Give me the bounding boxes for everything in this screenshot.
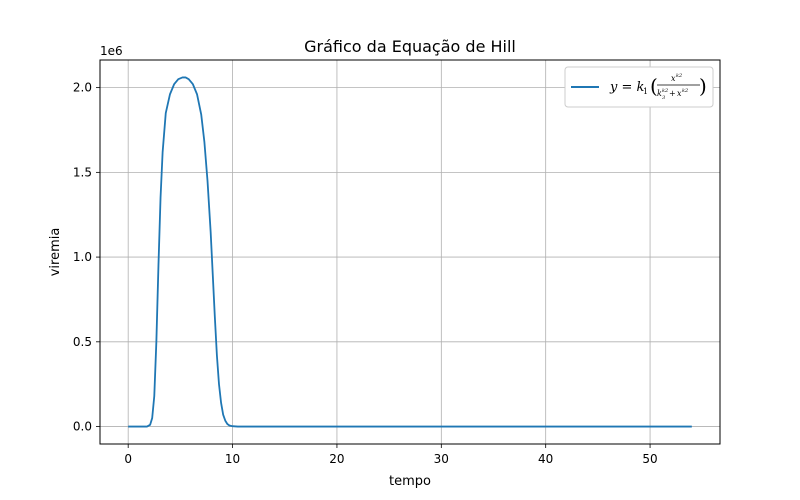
legend-label-sub1: 1 (643, 87, 648, 96)
x-tick-label: 0 (124, 452, 132, 466)
legend-label-paren-close: ) (699, 74, 707, 98)
legend-label-denominator-xexp: k2 (682, 88, 688, 94)
legend-label-numerator-exp: k2 (676, 73, 682, 79)
y-tick-label: 1.5 (73, 165, 92, 179)
y-tick-label: 2.0 (73, 81, 92, 95)
legend-label-denominator: k (657, 89, 662, 98)
legend-label-paren-open: ( (650, 74, 658, 98)
chart-title: Gráfico da Equação de Hill (304, 37, 516, 56)
legend: y = k 1 ( x k2 k 3 k2 + x k2 ) (564, 66, 714, 108)
x-tick-label: 30 (434, 452, 449, 466)
legend-label-denominator-rest: + (669, 89, 676, 98)
legend-label-denominator-x: x (677, 89, 682, 98)
y-tick-label: 0.0 (73, 420, 92, 434)
x-axis-label: tempo (389, 474, 431, 489)
x-tick-label: 40 (538, 452, 553, 466)
legend-label: y = k 1 ( x k2 k 3 k2 + x k2 ) (609, 73, 707, 101)
tick-layer: 0 10 20 30 40 50 0.0 0.5 1.0 1.5 2.0 (73, 81, 658, 466)
plot-frame (99, 59, 721, 445)
y-offset-label: 1e6 (100, 44, 123, 58)
x-tick-label: 50 (642, 452, 657, 466)
x-tick-label: 10 (225, 452, 240, 466)
series-line (128, 76, 692, 428)
legend-label-denominator-sub: 3 (662, 95, 665, 101)
y-axis-label: viremia (48, 228, 63, 277)
x-tick-label: 20 (329, 452, 344, 466)
legend-label-denominator-exp: k2 (662, 88, 668, 94)
y-tick-label: 1.0 (73, 250, 92, 264)
y-tick-label: 0.5 (73, 335, 92, 349)
legend-label-lhs: y = k (609, 80, 645, 95)
legend-frame (564, 66, 714, 108)
series-layer (128, 76, 692, 428)
legend-label-numerator: x (671, 74, 676, 83)
